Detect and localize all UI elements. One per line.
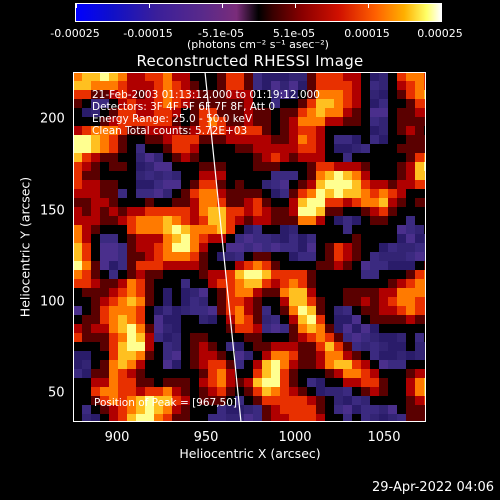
time-range-annotation: 21-Feb-2003 01:13:12.000 to 01:19:12.000 bbox=[92, 89, 320, 101]
y-tick-label: 100 bbox=[40, 294, 65, 310]
colorbar-tick-label: -0.00015 bbox=[123, 27, 173, 40]
clean-annotation: Clean Total counts: 5.72E+03 bbox=[92, 125, 248, 137]
image-pixels bbox=[73, 72, 426, 422]
colorbar-tick-label: 5.1e-05 bbox=[272, 27, 316, 40]
y-tick-label: 150 bbox=[40, 203, 65, 219]
solar-limb-line bbox=[204, 72, 242, 422]
detectors-annotation: Detectors: 3F 4F 5F 6F 7F 8F, Att 0 bbox=[92, 101, 276, 113]
rhessi-image: 21-Feb-2003 01:13:12.000 to 01:19:12.000… bbox=[73, 72, 426, 422]
x-tick-label: 1050 bbox=[367, 430, 401, 445]
plot-frame bbox=[73, 72, 426, 422]
plot-title: Reconstructed RHESSI Image bbox=[136, 52, 364, 70]
colorbar-tick-label: 0.00025 bbox=[417, 27, 463, 40]
colorbar-units: (photons cm⁻² s⁻¹ asec⁻²) bbox=[187, 38, 329, 51]
colorbar-tick-label: -5.1e-05 bbox=[197, 27, 245, 40]
colorbar-tick-label: 0.00015 bbox=[344, 27, 390, 40]
x-axis-label: Heliocentric X (arcsec) bbox=[179, 446, 321, 461]
energy-annotation: Energy Range: 25.0 - 50.0 keV bbox=[92, 113, 253, 125]
y-axis-label: Heliocentric Y (arcsec) bbox=[17, 176, 33, 318]
colorbar-tick-label: -0.00025 bbox=[50, 27, 100, 40]
y-tick-label: 200 bbox=[40, 111, 65, 127]
x-tick-label: 950 bbox=[193, 430, 219, 445]
x-tick-label: 900 bbox=[104, 430, 130, 445]
colorbar bbox=[75, 3, 442, 22]
timestamp: 29-Apr-2022 04:06 bbox=[372, 480, 494, 495]
x-tick-label: 1000 bbox=[278, 430, 312, 445]
peak-position-annotation: Position of Peak = [967,50] bbox=[94, 397, 238, 409]
y-tick-label: 50 bbox=[48, 385, 65, 401]
